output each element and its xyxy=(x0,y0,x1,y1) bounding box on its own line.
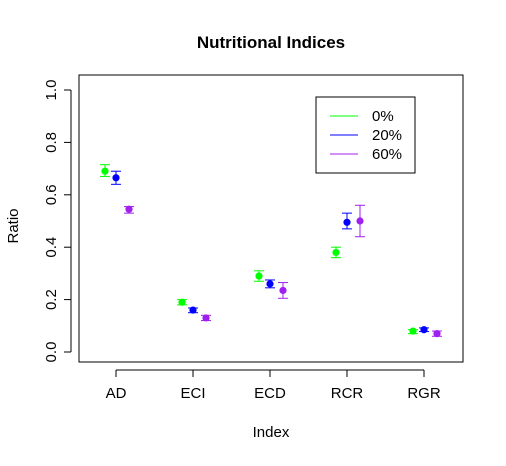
data-point xyxy=(189,306,197,314)
plot-frame xyxy=(78,74,464,363)
y-axis: 0.0 0.2 0.4 0.6 0.8 1.0 xyxy=(43,80,72,363)
data-point xyxy=(255,272,263,280)
legend-label: 0% xyxy=(372,108,394,125)
data-point xyxy=(433,330,441,338)
legend-label: 20% xyxy=(372,127,402,144)
y-tick-label: 0.8 xyxy=(43,132,60,153)
data-point-group xyxy=(177,298,187,306)
x-tick-label: ECD xyxy=(254,385,286,402)
data-point xyxy=(202,314,210,322)
y-tick-label: 0.4 xyxy=(43,237,60,258)
data-point xyxy=(125,205,133,213)
data-point-group xyxy=(265,279,275,289)
data-point-group xyxy=(278,282,288,299)
legend: 0% 20% 60% xyxy=(315,96,416,174)
data-point-group xyxy=(201,314,211,322)
data-point-group xyxy=(419,326,429,334)
y-tick-label: 0.6 xyxy=(43,184,60,205)
data-point xyxy=(178,298,186,306)
chart-title: Nutritional Indices xyxy=(197,33,345,52)
data-point xyxy=(356,217,364,225)
data-point xyxy=(332,248,340,257)
data-point xyxy=(279,286,287,295)
data-point-group xyxy=(342,212,352,230)
data-point-group xyxy=(408,327,418,335)
x-tick-label: ECI xyxy=(180,385,205,402)
data-point xyxy=(343,218,351,226)
data-point-group xyxy=(124,205,134,214)
y-tick-label: 0.2 xyxy=(43,289,60,310)
data-point-group xyxy=(355,204,365,238)
y-tick-label: 1.0 xyxy=(43,80,60,101)
data-point-group xyxy=(432,330,442,338)
data-point-group xyxy=(111,170,121,185)
data-point xyxy=(101,167,109,175)
x-tick-label: AD xyxy=(106,385,127,402)
data-marks xyxy=(100,164,442,338)
data-point xyxy=(409,327,417,335)
legend-label: 60% xyxy=(372,146,402,163)
y-tick-label: 0.0 xyxy=(43,342,60,363)
data-point xyxy=(420,326,428,334)
data-point-group xyxy=(254,270,264,282)
data-point-group xyxy=(331,246,341,259)
x-tick-label: RGR xyxy=(407,385,441,402)
x-axis-label: Index xyxy=(253,424,290,441)
data-point-group xyxy=(100,164,110,177)
data-point xyxy=(112,174,120,182)
x-tick-label: RCR xyxy=(331,385,364,402)
data-point-group xyxy=(188,306,198,314)
y-axis-label: Ratio xyxy=(5,208,22,243)
x-axis: AD ECI ECD RCR RGR xyxy=(106,369,441,402)
data-point xyxy=(266,280,274,288)
